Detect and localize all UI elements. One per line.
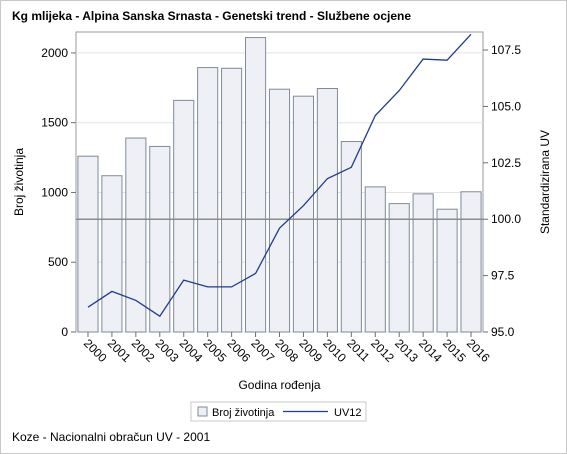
bar-2001 [101, 175, 123, 333]
legend-label-line: UV12 [334, 407, 362, 419]
y-axis-title: Broj životinja [12, 148, 26, 216]
y2tick-label-0: 95.0 [491, 325, 515, 339]
ytick-label-4: 2000 [41, 46, 68, 60]
bar-2010 [316, 88, 338, 333]
legend-box [190, 401, 367, 422]
xtick-label-2005: 2005 [201, 336, 230, 365]
xtick-label-2013: 2013 [392, 336, 421, 365]
ytick-label-2: 1000 [41, 185, 68, 199]
xtick-label-2004: 2004 [177, 336, 206, 365]
xtick-label-2014: 2014 [416, 336, 445, 365]
xtick-label-2002: 2002 [129, 336, 158, 365]
xtick-label-2012: 2012 [368, 336, 397, 365]
x-axis-title: Godina rođenja [238, 378, 320, 392]
ytick-label-1: 500 [48, 255, 68, 269]
legend-label-bars: Broj životinja [212, 407, 275, 419]
xtick-label-2000: 2000 [81, 336, 110, 365]
xtick-label-2009: 2009 [296, 336, 325, 365]
xtick-label-2001: 2001 [105, 336, 134, 365]
series-line-uv12 [87, 33, 472, 318]
ytick-label-3: 1500 [41, 116, 68, 130]
xtick-label-2016: 2016 [464, 336, 493, 365]
bar-2015 [436, 208, 458, 333]
bar-2003 [149, 145, 171, 333]
y2tick-label-2: 100.0 [491, 212, 521, 226]
bar-2000 [77, 155, 99, 333]
xtick-label-2015: 2015 [440, 336, 469, 365]
y2tick-label-4: 105.0 [491, 99, 521, 113]
xtick-label-2010: 2010 [320, 336, 349, 365]
bar-2004 [173, 99, 195, 333]
bar-2002 [125, 137, 147, 333]
y2tick-label-3: 102.5 [491, 156, 521, 170]
chart-title: Kg mlijeka - Alpina Sanska Srnasta - Gen… [12, 9, 412, 23]
bar-2005 [197, 67, 219, 333]
bar-2012 [364, 186, 386, 333]
y2tick-label-5: 107.5 [491, 43, 521, 57]
xtick-label-2008: 2008 [272, 336, 301, 365]
bar-2006 [221, 67, 243, 333]
y2-axis-title: Standardizirana UV [538, 130, 552, 234]
footnote: Koze - Nacionalni obračun UV - 2001 [12, 430, 211, 444]
bar-2009 [292, 95, 314, 333]
bar-2007 [245, 37, 267, 333]
xtick-label-2011: 2011 [344, 336, 372, 364]
bar-2013 [388, 203, 410, 333]
xtick-label-2006: 2006 [224, 336, 253, 365]
xtick-label-2003: 2003 [153, 336, 182, 365]
ytick-label-0: 0 [61, 325, 68, 339]
bar-2008 [268, 88, 291, 333]
legend-swatch-bars [197, 406, 208, 417]
y2tick-label-1: 97.5 [491, 269, 515, 283]
bar-2014 [412, 193, 434, 333]
xtick-label-2007: 2007 [248, 336, 277, 365]
bar-2016 [460, 191, 482, 333]
